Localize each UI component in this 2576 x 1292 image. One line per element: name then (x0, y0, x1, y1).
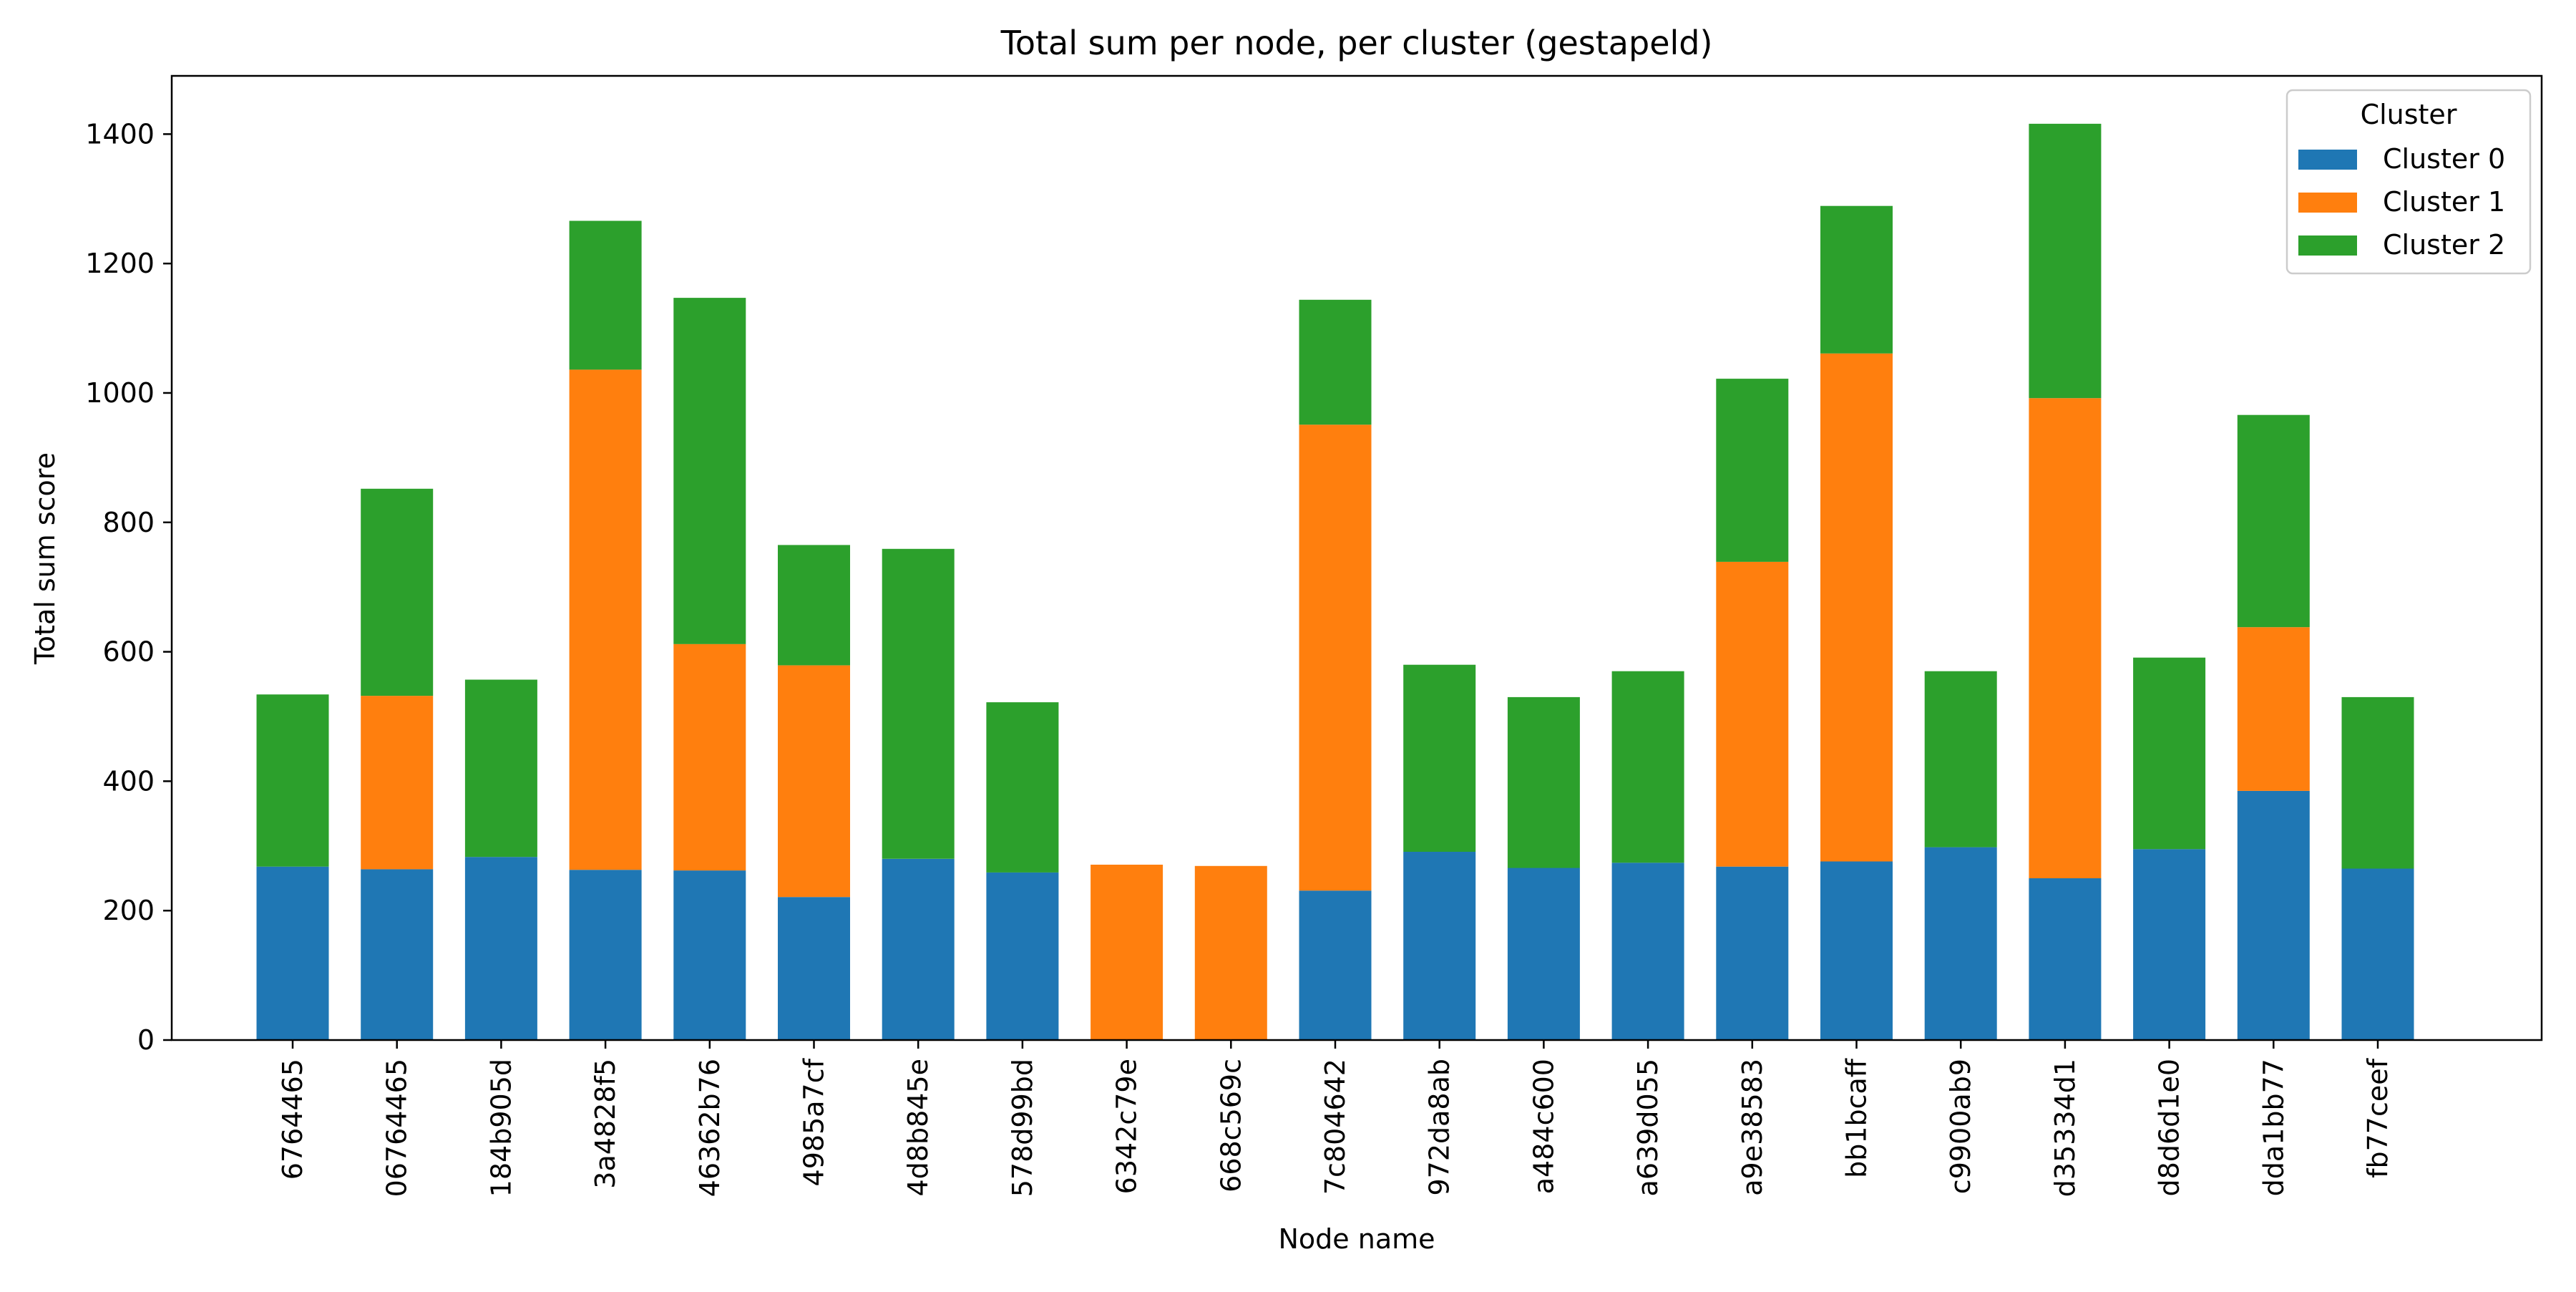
bar-d35334d1-cluster-0 (2029, 878, 2102, 1040)
legend-swatch (2298, 235, 2357, 256)
x-tick-label: a9e38583 (1737, 1059, 1768, 1196)
legend-swatch (2298, 193, 2357, 213)
y-tick-label: 1000 (85, 377, 155, 409)
bar-3a4828f5-cluster-0 (569, 870, 642, 1040)
y-tick-label: 1200 (85, 248, 155, 279)
x-tick-label: fb77ceef (2362, 1057, 2394, 1178)
x-tick-label: 6764465 (277, 1059, 308, 1180)
bar-a9e38583-cluster-1 (1716, 561, 1789, 867)
x-tick-label: d35334d1 (2049, 1059, 2081, 1197)
x-tick-label: 7c804642 (1319, 1059, 1351, 1195)
bar-dda1bb77-cluster-0 (2237, 790, 2310, 1040)
bar-46362b76-cluster-1 (673, 643, 746, 871)
x-tick-label: 6342c79e (1111, 1059, 1143, 1194)
bar-dda1bb77-cluster-2 (2237, 414, 2310, 628)
bar-d8d6d1e0-cluster-0 (2133, 849, 2206, 1040)
legend-items: Cluster 0 Cluster 1 Cluster 2 (2298, 143, 2505, 261)
x-tick-label: a639d055 (1632, 1059, 1664, 1196)
bar-7c804642-cluster-2 (1299, 299, 1372, 425)
bar-3a4828f5-cluster-2 (569, 220, 642, 370)
bar-fb77ceef-cluster-2 (2341, 696, 2414, 869)
bar-a639d055-cluster-0 (1611, 863, 1684, 1040)
bar-a484c600-cluster-0 (1507, 868, 1580, 1040)
y-tick-label: 1400 (85, 118, 155, 150)
bar-3a4828f5-cluster-1 (569, 369, 642, 870)
bar-4985a7cf-cluster-1 (778, 665, 850, 898)
x-axis-label: Node name (1278, 1223, 1435, 1255)
legend-swatch (2298, 150, 2357, 170)
x-tick-label: 668c569c (1215, 1059, 1246, 1193)
x-tick-label: 4d8b845e (902, 1059, 934, 1197)
legend: Cluster Cluster 0 Cluster 1 Cluster 2 (2285, 89, 2532, 275)
bar-06764465-cluster-1 (361, 696, 434, 870)
bar-578d99bd-cluster-0 (986, 872, 1059, 1040)
bar-972da8ab-cluster-2 (1403, 664, 1476, 852)
bar-4985a7cf-cluster-0 (778, 897, 850, 1040)
y-axis: 0 200 400 600 800 1000 1200 1400 (85, 118, 172, 1056)
bar-d35334d1-cluster-1 (2029, 398, 2102, 878)
bar-d35334d1-cluster-2 (2029, 123, 2102, 399)
x-tick-label: c9900ab9 (1945, 1059, 1976, 1194)
x-tick-label: 4985a7cf (799, 1057, 830, 1186)
legend-frame (2285, 89, 2532, 275)
bar-bb1bcaff-cluster-0 (1820, 861, 1893, 1040)
bar-7c804642-cluster-0 (1299, 890, 1372, 1040)
bar-dda1bb77-cluster-1 (2237, 627, 2310, 791)
bar-bb1bcaff-cluster-2 (1820, 205, 1893, 354)
bar-a9e38583-cluster-2 (1716, 379, 1789, 562)
x-tick-label: a484c600 (1528, 1059, 1559, 1194)
x-tick-label: 3a4828f5 (590, 1059, 621, 1189)
y-tick-label: 800 (102, 507, 155, 538)
bar-4d8b845e-cluster-2 (882, 548, 955, 859)
bar-578d99bd-cluster-2 (986, 702, 1059, 873)
x-tick-label: d8d6d1e0 (2154, 1059, 2185, 1196)
bar-184b905d-cluster-2 (464, 679, 537, 858)
chart-title: Total sum per node, per cluster (gestape… (1000, 24, 1713, 62)
legend-label: Cluster 2 (2383, 229, 2505, 261)
bar-bb1bcaff-cluster-1 (1820, 353, 1893, 862)
y-tick-label: 400 (102, 765, 155, 797)
y-tick-label: 600 (102, 636, 155, 668)
x-tick-label: bb1bcaff (1841, 1058, 1873, 1178)
bar-6342c79e-cluster-1 (1091, 865, 1163, 1040)
x-tick-label: 972da8ab (1424, 1059, 1455, 1196)
bars-layer (256, 123, 2414, 1040)
plot-frame (170, 74, 2543, 1041)
bar-668c569c-cluster-1 (1194, 865, 1267, 1040)
bar-6764465-cluster-0 (256, 866, 329, 1040)
bar-06764465-cluster-2 (361, 488, 434, 696)
bar-4985a7cf-cluster-2 (778, 545, 850, 666)
x-axis: 6764465 06764465 184b905d 3a4828f5 46362b76 4… (277, 1040, 2394, 1197)
legend-title: Cluster (2361, 99, 2457, 130)
bar-a639d055-cluster-2 (1611, 671, 1684, 863)
bar-a9e38583-cluster-0 (1716, 866, 1789, 1040)
x-tick-label: 06764465 (381, 1059, 413, 1197)
x-tick-label: 578d99bd (1007, 1059, 1038, 1197)
x-tick-label: dda1bb77 (2258, 1059, 2289, 1196)
x-tick-label: 184b905d (485, 1059, 517, 1197)
y-tick-label: 0 (137, 1024, 155, 1056)
bar-46362b76-cluster-0 (673, 870, 746, 1040)
bar-d8d6d1e0-cluster-2 (2133, 657, 2206, 850)
y-axis-label: Total sum score (29, 452, 61, 665)
bar-972da8ab-cluster-0 (1403, 851, 1476, 1040)
bar-6764465-cluster-2 (256, 694, 329, 867)
bar-c9900ab9-cluster-0 (1924, 847, 1997, 1040)
bar-184b905d-cluster-0 (464, 857, 537, 1040)
bar-06764465-cluster-0 (361, 869, 434, 1040)
legend-label: Cluster 1 (2383, 186, 2505, 218)
legend-label: Cluster 0 (2383, 143, 2505, 175)
y-tick-label: 200 (102, 895, 155, 926)
x-tick-label: 46362b76 (694, 1059, 726, 1197)
bar-a484c600-cluster-2 (1507, 696, 1580, 868)
bar-fb77ceef-cluster-0 (2341, 868, 2414, 1040)
bar-4d8b845e-cluster-0 (882, 858, 955, 1040)
bar-c9900ab9-cluster-2 (1924, 671, 1997, 847)
bar-7c804642-cluster-1 (1299, 424, 1372, 891)
bar-46362b76-cluster-2 (673, 298, 746, 644)
